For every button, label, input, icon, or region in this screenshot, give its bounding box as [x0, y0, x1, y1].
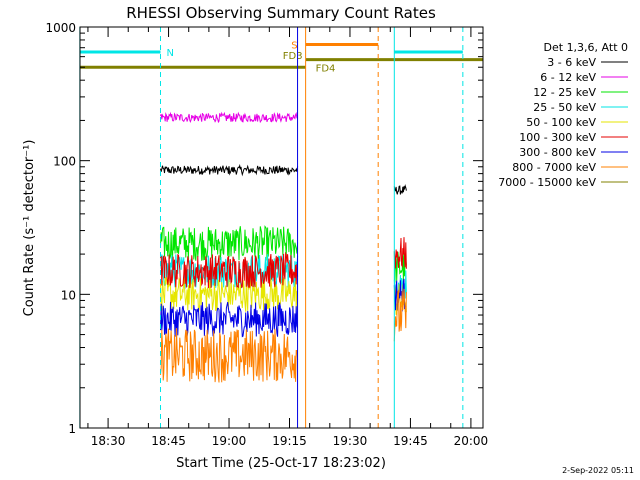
- footer-timestamp: 2-Sep-2022 05:11: [562, 466, 634, 475]
- trace-layer: [160, 111, 407, 383]
- series-trace-2-0: [160, 225, 299, 261]
- legend-entry-label: 7000 - 15000 keV: [498, 176, 596, 189]
- legend-title: Det 1,3,6, Att 0: [544, 41, 628, 54]
- y-tick-label: 1000: [45, 21, 76, 35]
- series-trace-6-0: [160, 301, 299, 338]
- x-tick-label: 20:00: [454, 434, 489, 448]
- x-tick-label: 19:45: [393, 434, 428, 448]
- chart-title: RHESSI Observing Summary Count Rates: [126, 4, 436, 22]
- plot-frame: [79, 26, 484, 429]
- y-tick-label: 10: [61, 288, 76, 302]
- series-trace-2-1: [393, 251, 407, 283]
- series-trace-7-0: [160, 328, 299, 383]
- legend-entry-label: 25 - 50 keV: [533, 101, 596, 114]
- legend: Det 1,3,6, Att 0 3 - 6 keV 6 - 12 keV 12 -…: [498, 41, 628, 189]
- x-tick-label: 18:30: [91, 434, 126, 448]
- x-tick-label: 19:30: [333, 434, 368, 448]
- flag-label-S: S: [291, 40, 297, 51]
- axes-layer: 1 10 100 1000 18:30 18:45 19:00 19:15 19:30 19:45…: [45, 21, 488, 448]
- x-axis-label: Start Time (25-Oct-17 18:23:02): [176, 456, 386, 471]
- series-trace-5-1: [393, 237, 407, 269]
- series-trace-0-1: [393, 184, 407, 195]
- legend-entry-label: 3 - 6 keV: [547, 56, 596, 69]
- series-trace-5-0: [160, 251, 299, 289]
- x-tick-label: 18:45: [151, 434, 186, 448]
- legend-entry-label: 50 - 100 keV: [526, 116, 596, 129]
- series-trace-1-0: [160, 111, 298, 124]
- flag-label-FD4: FD4: [316, 64, 336, 75]
- legend-entry-label: 12 - 25 keV: [533, 86, 596, 99]
- legend-entry-label: 300 - 800 keV: [519, 146, 596, 159]
- y-tick-label: 100: [53, 155, 76, 169]
- y-tick-label: 1: [68, 422, 76, 436]
- series-trace-7-1: [393, 288, 407, 342]
- legend-entry-label: 6 - 12 keV: [540, 71, 596, 84]
- x-tick-label: 19:00: [212, 434, 247, 448]
- y-axis-label: Count Rate (s⁻¹ detector⁻¹): [22, 140, 37, 317]
- legend-entry-label: 100 - 300 keV: [519, 131, 596, 144]
- x-tick-label: 19:15: [272, 434, 307, 448]
- legend-entry-label: 800 - 7000 keV: [512, 161, 596, 174]
- flag-label-FD3: FD3: [283, 51, 303, 62]
- flag-label-N: N: [166, 48, 173, 59]
- series-trace-0-0: [160, 163, 299, 177]
